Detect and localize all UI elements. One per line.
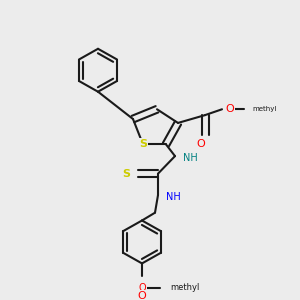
- Text: methyl: methyl: [170, 283, 200, 292]
- Text: S: S: [139, 140, 147, 149]
- Text: O: O: [138, 291, 146, 300]
- Text: O: O: [226, 104, 234, 114]
- Text: NH: NH: [166, 192, 181, 202]
- Text: NH: NH: [183, 153, 198, 163]
- Text: O: O: [196, 140, 206, 149]
- Text: S: S: [122, 169, 130, 179]
- Text: methyl: methyl: [252, 106, 276, 112]
- Text: O: O: [138, 283, 146, 293]
